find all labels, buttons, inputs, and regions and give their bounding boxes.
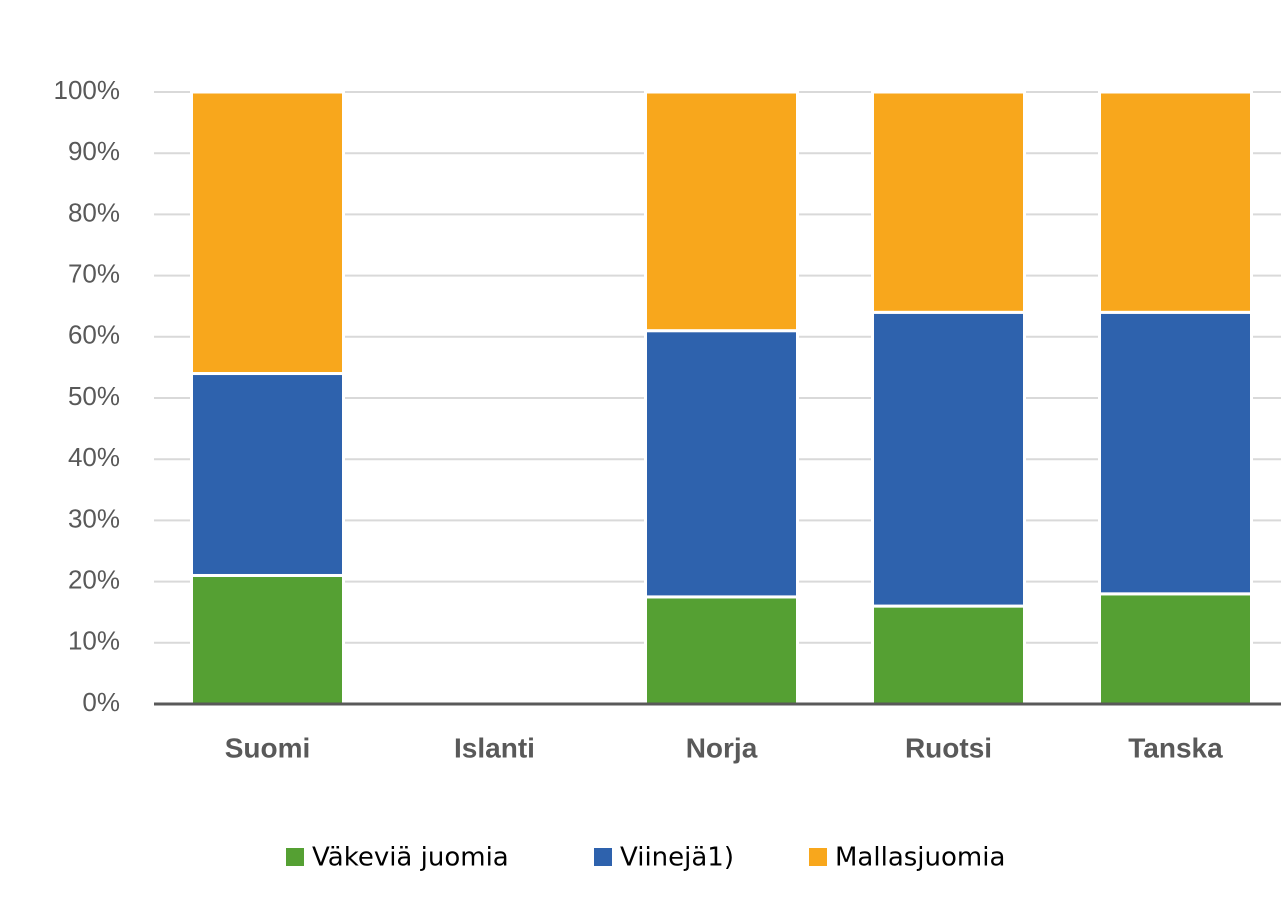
y-tick-label: 40% bbox=[68, 442, 120, 472]
x-tick-label: Ruotsi bbox=[905, 732, 992, 763]
bar-segment bbox=[1098, 592, 1253, 706]
bar-segment bbox=[1098, 90, 1253, 314]
legend-swatch bbox=[286, 848, 304, 866]
legend-swatch bbox=[809, 848, 827, 866]
x-tick-label: Tanska bbox=[1128, 732, 1223, 763]
legend-label: Mallasjuomia bbox=[835, 843, 1005, 873]
y-tick-label: 30% bbox=[68, 503, 120, 533]
bar-segment bbox=[871, 90, 1026, 314]
bar-segment bbox=[1098, 310, 1253, 596]
y-tick-label: 50% bbox=[68, 381, 120, 411]
y-tick-label: 100% bbox=[54, 75, 121, 105]
legend-swatch bbox=[594, 848, 612, 866]
y-tick-label: 10% bbox=[68, 626, 120, 656]
bar-segment bbox=[871, 604, 1026, 706]
x-tick-label: Suomi bbox=[225, 732, 311, 763]
bar-segment bbox=[190, 573, 345, 706]
x-tick-label: Islanti bbox=[454, 732, 535, 763]
y-tick-label: 0% bbox=[82, 687, 120, 717]
bar-segment bbox=[644, 90, 799, 333]
bar-segment bbox=[190, 90, 345, 376]
y-tick-label: 20% bbox=[68, 564, 120, 594]
legend-label: Väkeviä juomia bbox=[312, 843, 509, 873]
bar-segment bbox=[644, 595, 799, 706]
bar-segment bbox=[871, 310, 1026, 608]
y-tick-label: 80% bbox=[68, 197, 120, 227]
y-tick-label: 60% bbox=[68, 320, 120, 350]
bar-segment bbox=[644, 329, 799, 599]
x-tick-label: Norja bbox=[686, 732, 758, 763]
bar-segment bbox=[190, 372, 345, 577]
legend-label: Viinejä1) bbox=[620, 843, 734, 873]
y-tick-label: 70% bbox=[68, 258, 120, 288]
y-tick-label: 90% bbox=[68, 136, 120, 166]
